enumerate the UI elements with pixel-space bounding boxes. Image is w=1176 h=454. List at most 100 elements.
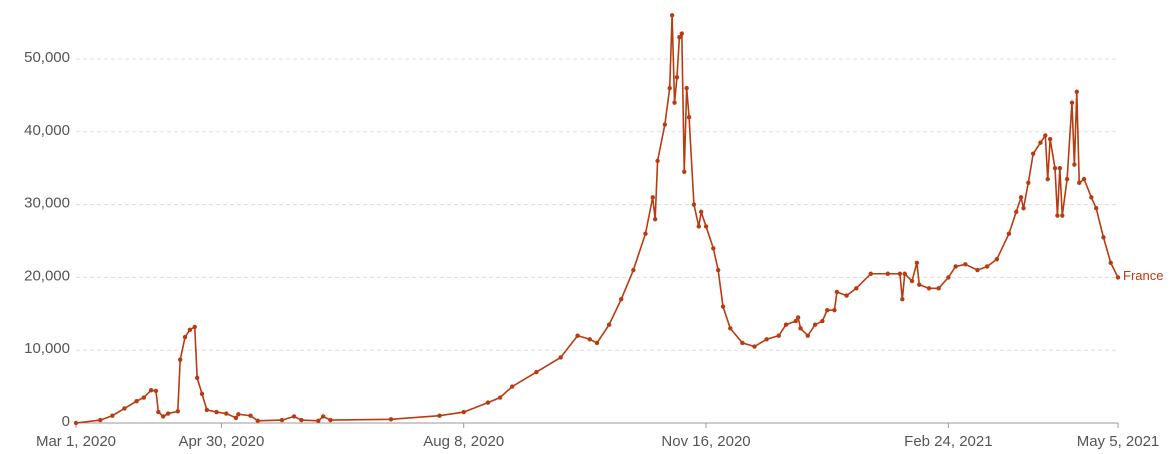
data-point xyxy=(674,75,680,80)
data-point xyxy=(667,85,672,91)
data-point xyxy=(1026,180,1031,185)
data-point xyxy=(534,369,539,375)
data-point xyxy=(854,286,859,291)
data-point xyxy=(204,407,210,413)
data-point xyxy=(1108,260,1113,266)
data-point xyxy=(672,100,677,105)
data-point xyxy=(684,85,689,91)
data-point xyxy=(686,115,692,120)
data-point xyxy=(388,417,394,422)
y-tick-label: 20,000 xyxy=(24,267,70,284)
data-point xyxy=(825,307,830,313)
data-point xyxy=(650,195,655,200)
data-point xyxy=(844,293,849,298)
data-point xyxy=(696,224,701,229)
data-point xyxy=(1081,176,1087,182)
data-point xyxy=(575,333,580,338)
data-point xyxy=(740,340,745,346)
data-point xyxy=(752,344,757,349)
data-point xyxy=(900,297,905,302)
data-point xyxy=(437,413,442,418)
data-point xyxy=(316,418,321,424)
data-point xyxy=(868,271,874,276)
data-point xyxy=(134,398,139,404)
data-point xyxy=(192,324,197,330)
data-point xyxy=(902,271,907,276)
data-point xyxy=(805,333,811,338)
data-point xyxy=(832,307,837,313)
data-point xyxy=(1043,133,1048,138)
data-point xyxy=(165,411,171,416)
data-point xyxy=(587,337,592,342)
data-point xyxy=(606,322,612,327)
data-point xyxy=(619,297,624,302)
data-point xyxy=(926,286,932,291)
series-line xyxy=(75,15,1119,424)
data-point xyxy=(699,209,704,215)
series-label: France xyxy=(1123,268,1163,283)
data-point xyxy=(631,267,636,273)
data-point xyxy=(148,388,154,393)
data-point xyxy=(156,409,161,415)
data-point xyxy=(669,13,675,18)
data-point xyxy=(652,216,658,222)
data-point xyxy=(946,275,951,280)
data-point xyxy=(682,169,687,175)
x-tick-label: Apr 30, 2020 xyxy=(178,433,264,450)
data-point xyxy=(963,262,968,267)
data-point xyxy=(914,260,920,266)
data-point xyxy=(643,231,648,236)
x-tick-label: Mar 1, 2020 xyxy=(36,433,116,450)
data-point xyxy=(248,413,253,418)
data-point xyxy=(1064,176,1070,182)
x-tick-label: Feb 24, 2021 xyxy=(904,433,992,450)
data-point xyxy=(509,384,515,389)
data-point xyxy=(485,400,491,405)
data-point xyxy=(728,326,733,331)
data-point xyxy=(1101,235,1106,240)
data-point xyxy=(1077,180,1082,185)
data-point xyxy=(558,355,563,360)
data-point xyxy=(233,415,239,421)
data-point xyxy=(153,388,159,394)
y-tick-label: 10,000 xyxy=(24,340,70,357)
data-point xyxy=(936,286,941,291)
data-point xyxy=(711,246,716,251)
data-point xyxy=(691,202,697,207)
data-point xyxy=(187,327,193,333)
data-point xyxy=(994,257,1000,262)
y-tick-label: 40,000 xyxy=(24,122,70,139)
data-point xyxy=(1072,162,1077,167)
data-point xyxy=(1060,213,1065,218)
data-point xyxy=(798,326,803,331)
data-point xyxy=(214,409,219,415)
data-point xyxy=(1045,176,1050,182)
data-point xyxy=(783,322,789,327)
data-point xyxy=(1089,195,1094,200)
data-point xyxy=(703,224,709,229)
data-point xyxy=(199,391,205,397)
data-point xyxy=(161,414,166,419)
data-point xyxy=(178,357,183,362)
data-point xyxy=(776,333,781,338)
data-point xyxy=(795,315,801,320)
data-point xyxy=(98,417,103,423)
data-point xyxy=(655,158,660,164)
x-tick-label: Nov 16, 2020 xyxy=(661,433,750,450)
data-point xyxy=(236,412,241,417)
data-point xyxy=(793,318,798,324)
data-point xyxy=(182,334,188,340)
y-tick-label: 30,000 xyxy=(24,195,70,212)
data-point xyxy=(224,411,229,416)
data-point xyxy=(255,418,260,424)
data-point xyxy=(975,267,980,273)
data-point xyxy=(1021,206,1026,211)
data-point xyxy=(1018,195,1024,200)
data-point xyxy=(1057,166,1063,171)
data-point xyxy=(1055,213,1060,218)
data-point xyxy=(1052,166,1058,171)
data-point xyxy=(834,289,840,295)
x-tick-label: Aug 8, 2020 xyxy=(423,433,504,450)
data-point xyxy=(1069,100,1075,105)
